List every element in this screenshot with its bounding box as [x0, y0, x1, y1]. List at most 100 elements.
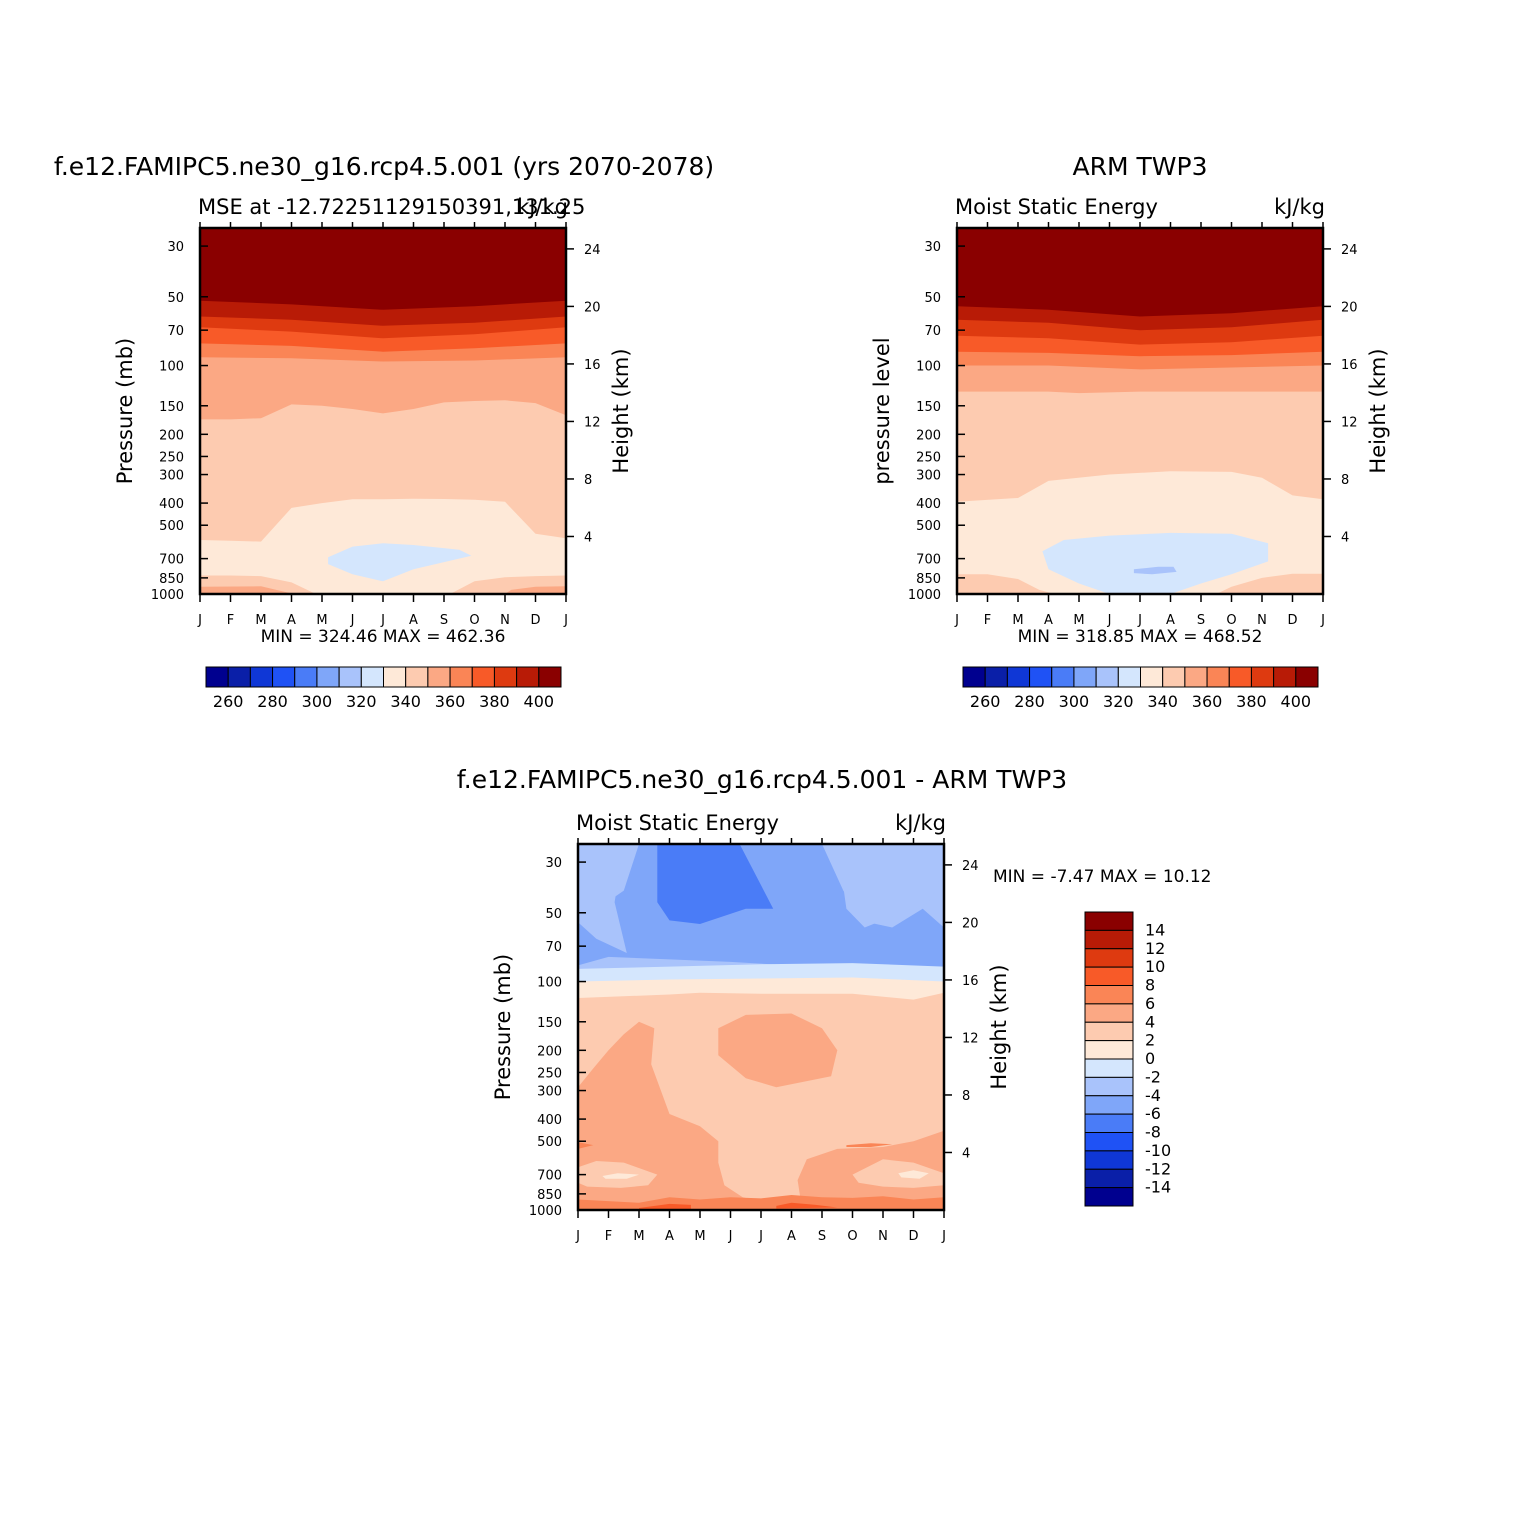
colorbar-box [1084, 1132, 1134, 1152]
month-tick-label: A [787, 1229, 796, 1244]
height-tick-label: 8 [584, 473, 592, 488]
month-tick-label: N [500, 613, 510, 628]
month-tick-label: A [665, 1229, 674, 1244]
pressure-tick-label: 400 [537, 1113, 562, 1128]
colorbar-label: 0 [1145, 1049, 1155, 1068]
pressure-tick-label: 200 [159, 428, 184, 443]
colorbar-label: 360 [435, 692, 466, 711]
colorbar-box [205, 666, 229, 688]
height-tick-label: 4 [962, 1146, 970, 1161]
units-string: kJ/kg [517, 195, 568, 219]
month-tick-label: O [847, 1229, 857, 1244]
height-tick-label: 24 [962, 859, 979, 874]
colorbar-box [1117, 666, 1141, 688]
pressure-tick-label: 700 [537, 1169, 562, 1184]
colorbar-box [1084, 948, 1134, 968]
pressure-tick-label: 850 [916, 572, 941, 587]
height-tick-label: 24 [584, 243, 601, 258]
contour-320 [1042, 532, 1269, 594]
colorbar-label: -4 [1145, 1086, 1161, 1105]
colorbar-box [984, 666, 1008, 688]
colorbar-label: 260 [213, 692, 244, 711]
contour-2-right [852, 1159, 944, 1188]
colorbar-box [1073, 666, 1097, 688]
colorbar-box [1084, 1076, 1134, 1097]
contour-8 [639, 1203, 691, 1210]
month-tick-label: F [984, 613, 991, 628]
colorbar-box [471, 666, 495, 688]
month-tick-label: J [197, 613, 202, 628]
colorbar-label: 340 [1147, 692, 1178, 711]
month-tick-label: A [1166, 613, 1175, 628]
colorbar-box [1162, 666, 1186, 688]
contour-0-right [898, 1170, 929, 1179]
contour-4-island [718, 1013, 838, 1088]
colorbar-box [538, 666, 562, 688]
colorbar-box [405, 666, 429, 688]
min-max-stats: MIN = 318.85 MAX = 468.52 [1018, 627, 1263, 647]
colorbar-label: 380 [479, 692, 510, 711]
colorbar-label: -14 [1145, 1178, 1171, 1197]
colorbar-label: 280 [1014, 692, 1045, 711]
colorbar-box [316, 666, 340, 688]
pressure-tick-label: 70 [167, 324, 184, 339]
panel-title: f.e12.FAMIPC5.ne30_g16.rcp4.5.001 - ARM … [457, 765, 1067, 794]
colorbar-box [1051, 666, 1075, 688]
colorbar-box [1084, 966, 1134, 986]
height-tick-label: 8 [962, 1089, 970, 1104]
month-tick-label: S [1197, 613, 1205, 628]
min-max-stats: MIN = -7.47 MAX = 10.12 [993, 867, 1212, 887]
colorbar-label: 12 [1145, 939, 1165, 958]
colorbar-label: 300 [1059, 692, 1090, 711]
month-tick-label: D [530, 613, 540, 628]
colorbar-box [1084, 1187, 1134, 1207]
pressure-tick-label: 700 [159, 553, 184, 568]
colorbar-label: 300 [302, 692, 333, 711]
colorbar-box [383, 666, 407, 688]
contour-6-edge [578, 1142, 594, 1149]
contour-0-left [602, 1173, 639, 1179]
month-tick-label: D [1287, 613, 1297, 628]
month-tick-label: J [758, 1229, 763, 1244]
month-tick-label: O [1226, 613, 1236, 628]
y-axis-label: pressure level [870, 337, 894, 484]
height-tick-label: 24 [1341, 243, 1358, 258]
colorbar-label: 14 [1145, 920, 1165, 939]
height-tick-label: 20 [1341, 300, 1358, 315]
pressure-tick-label: 150 [916, 400, 941, 415]
pressure-tick-label: 150 [159, 400, 184, 415]
pressure-tick-label: 70 [545, 940, 562, 955]
month-tick-label: J [954, 613, 959, 628]
month-tick-label: J [1137, 613, 1142, 628]
colorbar-box [1084, 1095, 1134, 1115]
month-tick-label: M [255, 613, 266, 628]
colorbar-label: 2 [1145, 1031, 1155, 1050]
pressure-tick-label: 400 [916, 497, 941, 512]
contour-neg4-corner [578, 844, 627, 953]
colorbar-box [1006, 666, 1031, 688]
pressure-tick-label: 150 [537, 1016, 562, 1031]
height-tick-label: 16 [584, 358, 601, 373]
month-tick-label: M [316, 613, 327, 628]
month-tick-label: A [409, 613, 418, 628]
pressure-tick-label: 100 [159, 360, 184, 375]
month-tick-label: F [605, 1229, 612, 1244]
colorbar-label: 10 [1145, 957, 1165, 976]
height-tick-label: 12 [584, 415, 601, 430]
pressure-tick-label: 300 [159, 469, 184, 484]
height-tick-label: 8 [1341, 473, 1349, 488]
colorbar-label: 4 [1145, 1012, 1155, 1031]
colorbar-box [1084, 929, 1134, 950]
pressure-tick-label: 50 [924, 291, 941, 306]
height-tick-label: 16 [1341, 358, 1358, 373]
month-tick-label: A [287, 613, 296, 628]
contour-neg8 [657, 844, 774, 924]
left-string: MSE at -12.72251129150391,131.25 [198, 195, 585, 219]
pressure-tick-label: 200 [537, 1044, 562, 1059]
month-tick-label: A [1044, 613, 1053, 628]
height-tick-label: 20 [584, 300, 601, 315]
pressure-tick-label: 250 [537, 1066, 562, 1081]
colorbar-box [449, 666, 473, 688]
height-tick-label: 4 [584, 530, 592, 545]
